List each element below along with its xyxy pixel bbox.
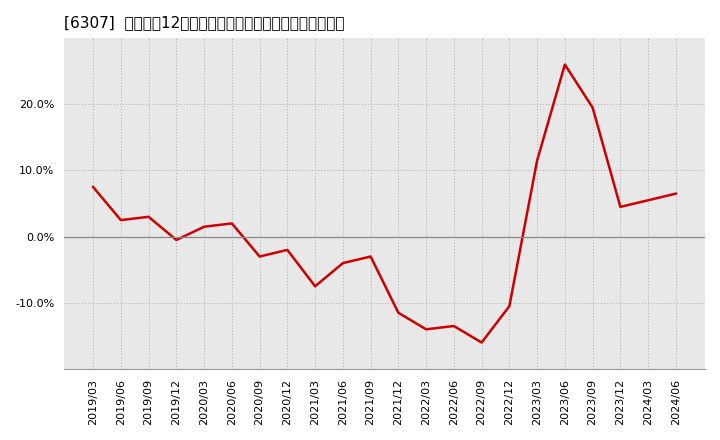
Text: [6307]  売上高の12か月移動合計の対前年同期増減率の推移: [6307] 売上高の12か月移動合計の対前年同期増減率の推移 xyxy=(64,15,344,30)
